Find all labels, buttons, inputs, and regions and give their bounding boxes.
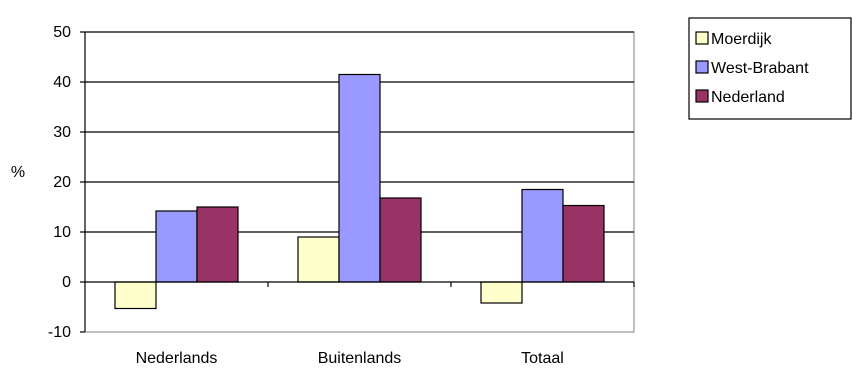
legend-swatch <box>695 31 709 45</box>
legend-box <box>688 17 852 120</box>
category-label: Nederlands <box>136 350 218 367</box>
category-labels: Nederlands Buitenlands Totaal <box>136 350 564 367</box>
legend-swatch <box>695 60 709 74</box>
bar-moerdijk-buitenlands <box>297 236 340 283</box>
y-axis-label: % <box>11 164 25 181</box>
y-tick-label: 10 <box>53 224 71 241</box>
y-tick-label: 30 <box>53 124 71 141</box>
bar-nederland-totaal <box>562 204 605 283</box>
legend-entry: Nederland <box>711 89 785 106</box>
category-label: Totaal <box>521 350 564 367</box>
legend: Moerdijk West-Brabant Nederland <box>688 17 852 120</box>
bar-nederland-nederlands <box>196 206 239 283</box>
legend-entry: Moerdijk <box>711 31 772 48</box>
category-label: Buitenlands <box>318 350 402 367</box>
bar-west-brabant-totaal <box>521 188 564 283</box>
bar-moerdijk-totaal <box>480 281 523 304</box>
bar-west-brabant-buitenlands <box>338 73 381 283</box>
bar-nederland-buitenlands <box>379 197 422 283</box>
y-tick-label: -10 <box>48 324 71 341</box>
y-tick-label: 50 <box>53 24 71 41</box>
y-tick-labels: -10 0 10 20 30 40 50 <box>48 24 71 341</box>
bar-moerdijk-nederlands <box>114 281 157 310</box>
legend-entry: West-Brabant <box>711 60 809 77</box>
y-tick-label: 0 <box>62 274 71 291</box>
bars <box>114 73 605 310</box>
axes <box>80 31 635 333</box>
legend-swatch <box>695 89 709 103</box>
bar-west-brabant-nederlands <box>155 210 198 283</box>
y-tick-label: 20 <box>53 174 71 191</box>
y-tick-label: 40 <box>53 74 71 91</box>
